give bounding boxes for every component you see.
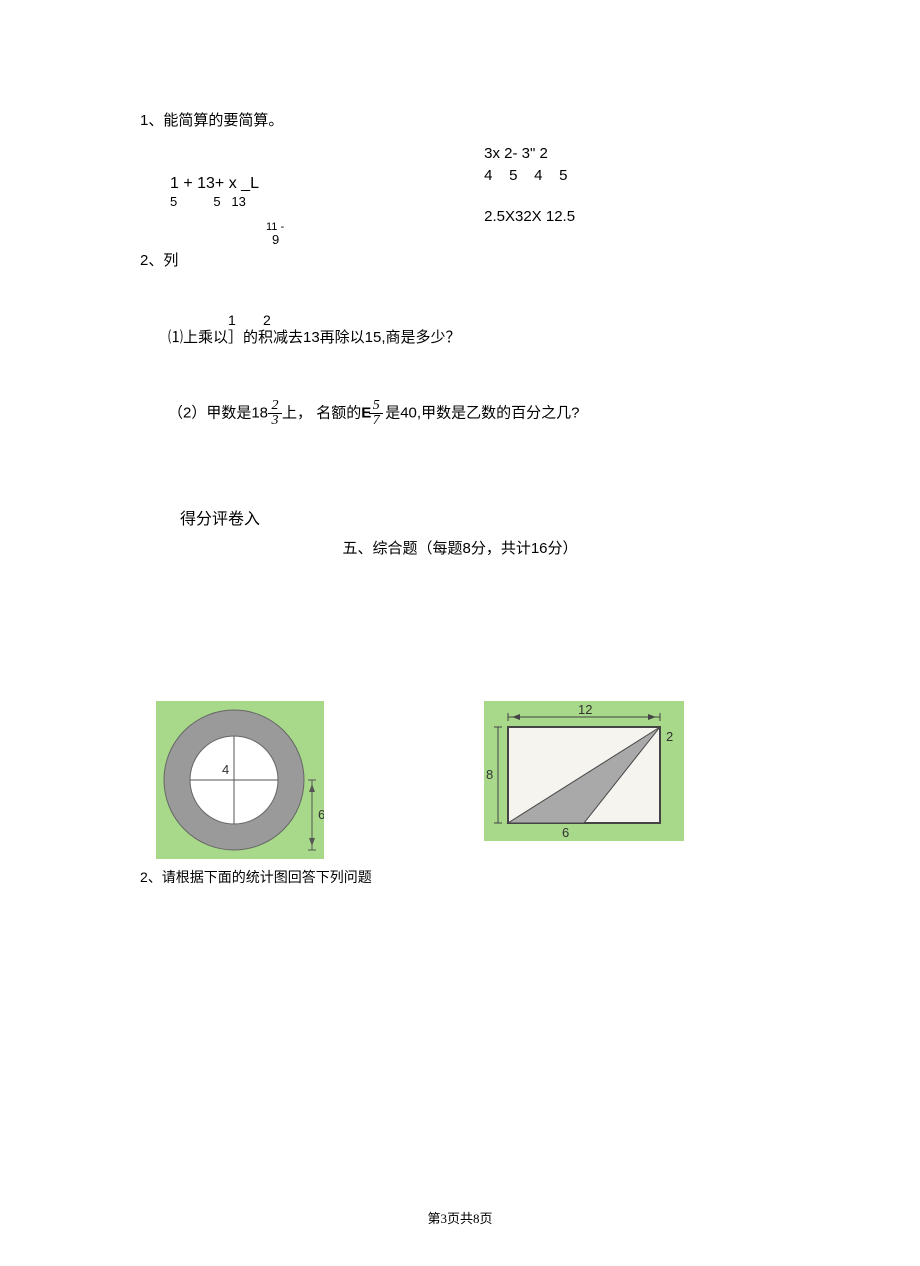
subq2-mid: 上， 名额的 — [282, 404, 361, 421]
svg-text:6: 6 — [562, 825, 569, 840]
svg-text:8: 8 — [486, 767, 493, 782]
equations-row: 1 + 13+ x _L 5 5 13 11 - 9 3x 2- 3" 2 4 … — [170, 143, 780, 247]
eq-left-small-bot: 9 — [272, 233, 284, 246]
subq2-pre: （2）甲数是18 — [168, 404, 268, 421]
svg-text:6: 6 — [318, 807, 324, 822]
sub-question-2: （2）甲数是1823上， 名额的E57是40,甲数是乙数的百分之几? — [168, 399, 780, 428]
subq2-frac2-den: 7 — [369, 414, 383, 428]
q2-label: 2、列 — [140, 252, 178, 269]
svg-text:2: 2 — [666, 729, 673, 744]
figure-2-wrap: 12 8 6 2 — [484, 701, 684, 859]
svg-text:4: 4 — [222, 762, 229, 777]
q1-heading: 1、能简算的要简算。 — [140, 110, 780, 133]
figure-2-caption: 2、请根据下面的统计图回答下列问题 — [140, 867, 780, 888]
subq2-rest: 是40,甲数是乙数的百分之几? — [385, 404, 579, 421]
subq2-frac2-num: 5 — [369, 399, 383, 413]
eq-right-sub: 4 5 4 5 — [484, 165, 575, 188]
eq-left-top: 1 + 13+ x _L — [170, 176, 259, 192]
eq-right-block: 3x 2- 3" 2 4 5 4 5 2.5X32X 12.5 — [484, 143, 575, 247]
figure-1-svg: 46 — [156, 701, 324, 859]
figure-1-wrap: 46 — [156, 701, 324, 859]
eq-left-bot: 5 5 13 — [170, 195, 284, 208]
figures-row: 46 12862 — [156, 701, 780, 859]
subq2-frac2: 57 — [369, 399, 383, 428]
subq2-frac1: 23 — [268, 399, 282, 428]
eq-right-2: 2.5X32X 12.5 — [484, 206, 575, 229]
section-5-title: 五、综合题（每题8分，共计16分） — [140, 538, 780, 561]
subq1-text: ⑴上乘以］的积减去13再除以15,商是多少？ — [168, 329, 461, 346]
svg-text:12: 12 — [578, 702, 592, 717]
subq2-frac1-num: 2 — [268, 399, 282, 413]
eq-right-top: 3x 2- 3" 2 — [484, 145, 548, 162]
subq2-frac1-den: 3 — [268, 414, 282, 428]
page-root: 1、能简算的要简算。 1 + 13+ x _L 5 5 13 11 - 9 3x… — [0, 0, 920, 1266]
sub-question-1: 1 2 ⑴上乘以］的积减去13再除以15,商是多少？ — [168, 313, 780, 350]
figure-2-svg: 12 8 6 2 — [484, 701, 684, 841]
eq-left-block: 1 + 13+ x _L 5 5 13 11 - 9 — [170, 143, 284, 247]
subq1-top-nums: 1 2 — [228, 313, 780, 327]
page-footer: 第3页共8页 — [0, 1209, 920, 1229]
q2-heading: 2、列 — [140, 250, 780, 273]
score-label: 得分评卷入 — [180, 508, 780, 532]
